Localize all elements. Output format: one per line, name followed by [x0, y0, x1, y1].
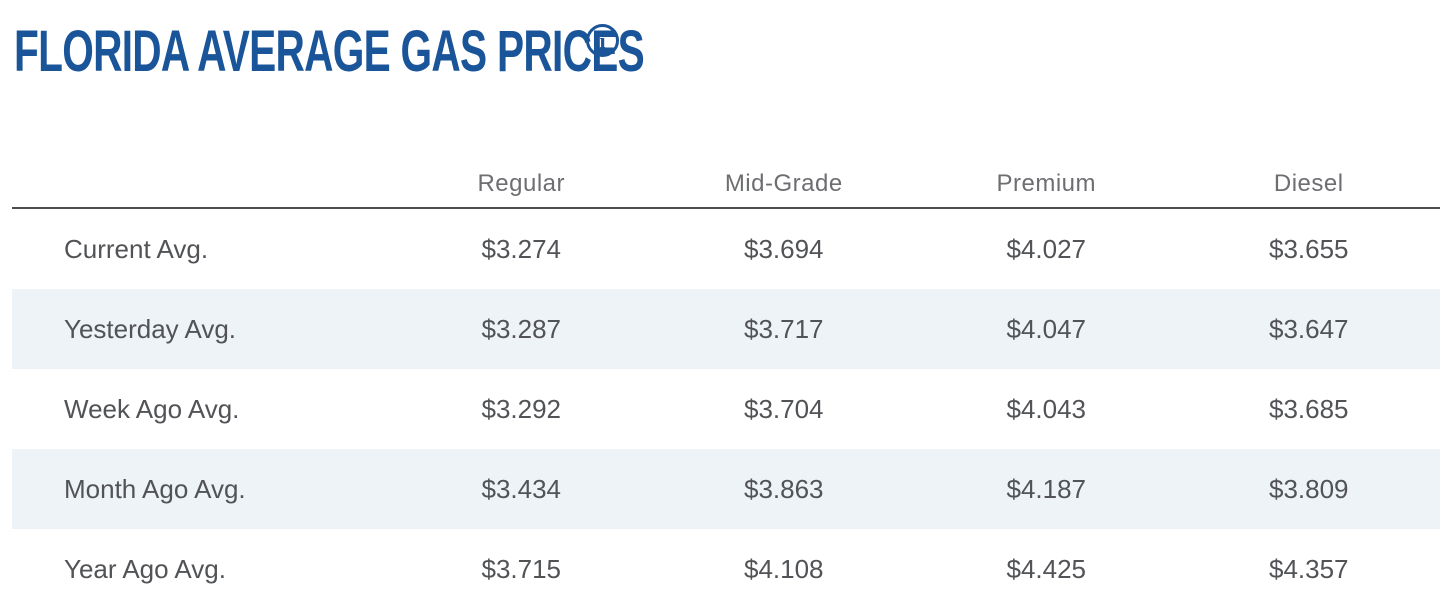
table-row-current-avg: Current Avg. $3.274 $3.694 $4.027 $3.655 [12, 209, 1440, 289]
price-cell-diesel: $4.357 [1268, 553, 1349, 584]
page-header: FLORIDA AVERAGE GAS PRICES i [0, 0, 1440, 106]
column-header-midgrade: Mid-Grade [724, 170, 843, 197]
price-cell-regular: $3.434 [481, 473, 562, 504]
page-title: FLORIDA AVERAGE GAS PRICES [14, 19, 645, 84]
gas-prices-table: Regular Mid-Grade Premium Diesel Current… [12, 161, 1440, 609]
price-cell-midgrade: $3.704 [743, 393, 824, 424]
table-row-month-ago-avg: Month Ago Avg. $3.434 $3.863 $4.187 $3.8… [12, 449, 1440, 529]
table-row-year-ago-avg: Year Ago Avg. $3.715 $4.108 $4.425 $4.35… [12, 529, 1440, 609]
price-cell-diesel: $3.809 [1268, 473, 1349, 504]
row-label: Year Ago Avg. [64, 553, 226, 584]
price-cell-diesel: $3.685 [1268, 393, 1349, 424]
price-cell-diesel: $3.647 [1268, 313, 1349, 344]
price-cell-premium: $4.187 [1006, 473, 1087, 504]
info-icon[interactable]: i [586, 24, 619, 57]
price-cell-regular: $3.274 [481, 233, 562, 264]
column-header-regular: Regular [477, 170, 566, 197]
price-cell-premium: $4.425 [1006, 553, 1087, 584]
table-header-row: Regular Mid-Grade Premium Diesel [12, 161, 1440, 209]
price-cell-regular: $3.287 [481, 313, 562, 344]
column-header-diesel: Diesel [1273, 170, 1344, 197]
price-cell-midgrade: $3.694 [743, 233, 824, 264]
column-header-premium: Premium [996, 170, 1096, 197]
row-label: Current Avg. [64, 233, 209, 264]
price-cell-midgrade: $4.108 [743, 553, 824, 584]
row-label: Week Ago Avg. [64, 393, 240, 424]
price-cell-premium: $4.043 [1006, 393, 1087, 424]
price-cell-diesel: $3.655 [1268, 233, 1349, 264]
price-cell-midgrade: $3.717 [743, 313, 824, 344]
page-title-box: FLORIDA AVERAGE GAS PRICES [14, 21, 645, 83]
info-icon-glyph: i [599, 27, 606, 53]
row-label: Yesterday Avg. [64, 313, 237, 344]
price-cell-midgrade: $3.863 [743, 473, 824, 504]
table-row-week-ago-avg: Week Ago Avg. $3.292 $3.704 $4.043 $3.68… [12, 369, 1440, 449]
price-cell-regular: $3.292 [481, 393, 562, 424]
row-label: Month Ago Avg. [64, 473, 246, 504]
price-cell-regular: $3.715 [481, 553, 562, 584]
table-row-yesterday-avg: Yesterday Avg. $3.287 $3.717 $4.047 $3.6… [12, 289, 1440, 369]
price-cell-premium: $4.027 [1006, 233, 1087, 264]
price-cell-premium: $4.047 [1006, 313, 1087, 344]
